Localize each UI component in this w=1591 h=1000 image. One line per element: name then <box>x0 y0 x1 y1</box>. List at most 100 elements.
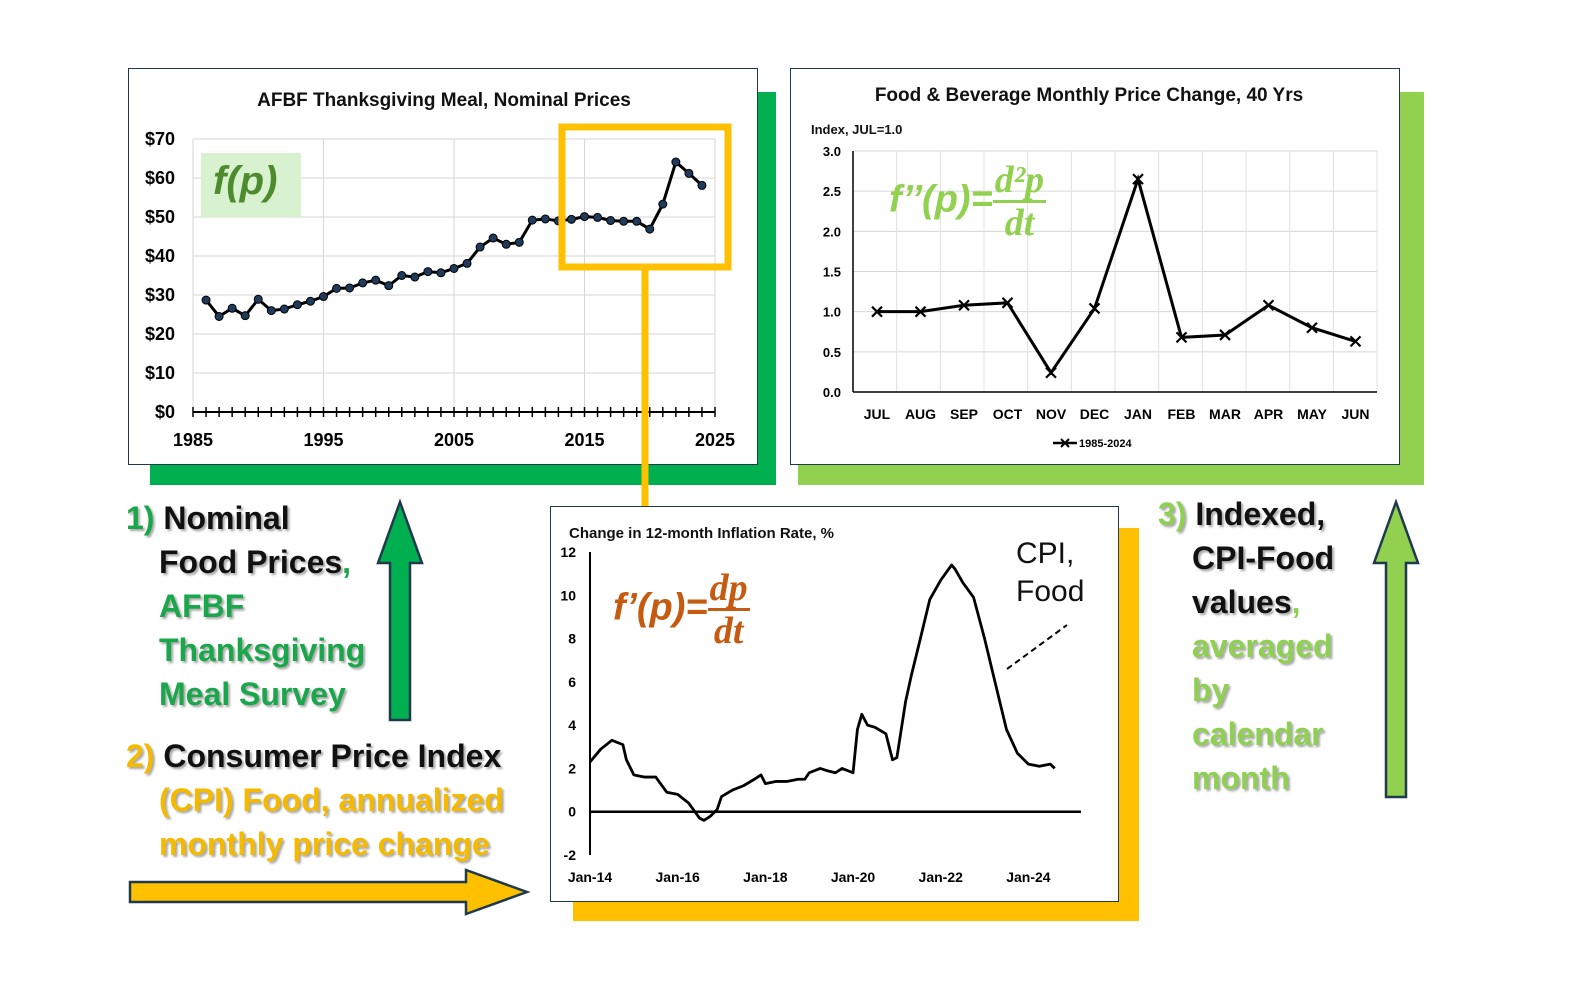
x-tick-label: Jan-22 <box>919 869 964 885</box>
label-1-sub-3: Meal Survey <box>159 676 346 712</box>
data-point <box>279 304 289 314</box>
data-point <box>684 168 694 178</box>
x-tick-label: AUG <box>905 406 936 422</box>
monthly-index-chart: Food & Beverage Monthly Price Change, 40… <box>811 85 1378 450</box>
x-tick-label: 2015 <box>564 430 604 450</box>
label-2-number: 2) <box>126 738 155 774</box>
y-tick-label: $60 <box>145 168 175 188</box>
x-tick-label: DEC <box>1080 406 1110 422</box>
legend-marker <box>1060 438 1070 448</box>
f2-formula: f’’(p)= d²p dt <box>889 159 1047 244</box>
data-point-marker <box>1088 302 1101 315</box>
x-tick-label: Jan-20 <box>831 869 876 885</box>
x-tick-label: Jan-24 <box>1006 869 1051 885</box>
label-1-number: 1) <box>126 500 155 536</box>
y-tick-label: $10 <box>145 363 175 383</box>
y-tick-label: $50 <box>145 207 175 227</box>
data-point-marker <box>1132 173 1144 185</box>
data-point <box>345 283 355 293</box>
x-tick-label: APR <box>1254 406 1284 422</box>
data-point <box>632 216 642 226</box>
data-point-marker <box>1306 321 1318 334</box>
data-point <box>671 157 681 167</box>
f1-label: f’(p)= <box>613 586 708 629</box>
afbf-chart: AFBF Thanksgiving Meal, Nominal Prices $… <box>145 90 735 450</box>
x-tick-label: NOV <box>1036 406 1067 422</box>
fp-annotation: f(p) <box>213 159 278 203</box>
series-line <box>877 173 1356 376</box>
label-3-sub-3: calendar <box>1192 716 1324 752</box>
data-point-marker <box>871 305 883 318</box>
f2-numerator: d²p <box>992 159 1047 203</box>
label-2-title: Consumer Price Index <box>163 738 502 774</box>
x-tick-label: JUL <box>864 406 891 422</box>
y-tick-label: 0 <box>568 804 576 820</box>
data-point <box>645 224 655 234</box>
data-point <box>514 237 524 247</box>
data-point <box>449 263 459 273</box>
data-point <box>253 294 263 304</box>
data-point <box>553 216 563 226</box>
x-tick-label: 2005 <box>434 430 474 450</box>
cpi-food-chart: Change in 12-month Inflation Rate, % -2 0… <box>560 525 1081 885</box>
data-point <box>697 180 707 190</box>
data-point <box>658 199 668 209</box>
y-tick-label: $40 <box>145 246 175 266</box>
x-tick-label: OCT <box>993 406 1023 422</box>
x-tick-label: MAR <box>1209 406 1241 422</box>
y-tick-label: 8 <box>568 631 576 647</box>
data-point <box>371 275 381 285</box>
data-point-marker <box>1262 299 1275 312</box>
label-3-comma: , <box>1291 584 1301 620</box>
data-point-marker <box>1219 329 1231 341</box>
legend-label: 1985-2024 <box>1079 438 1132 450</box>
label-3-title-2: CPI-Food <box>1192 540 1335 576</box>
y-tick-label: 12 <box>560 544 576 560</box>
label-1-sub-2: Thanksgiving <box>159 632 366 668</box>
data-point <box>410 272 420 282</box>
y-tick-label: 6 <box>568 674 576 690</box>
label-3-number: 3) <box>1158 496 1187 532</box>
afbf-chart-panel: AFBF Thanksgiving Meal, Nominal Prices $… <box>128 68 758 465</box>
data-point <box>227 303 237 313</box>
y-tick-label: 4 <box>568 717 576 733</box>
data-point-marker <box>1349 335 1362 348</box>
y-tick-label: 0.0 <box>823 385 841 400</box>
data-point <box>214 311 224 321</box>
x-tick-label: FEB <box>1168 406 1196 422</box>
data-point <box>397 271 407 280</box>
label-2-sub-2: monthly price change <box>159 826 490 862</box>
x-tick-label: 1995 <box>303 430 343 450</box>
data-point <box>566 214 576 224</box>
label-3-sub-4: month <box>1192 760 1290 796</box>
data-point <box>488 233 498 243</box>
data-point-marker <box>958 299 970 312</box>
data-point <box>436 268 446 278</box>
chart1-title: AFBF Thanksgiving Meal, Nominal Prices <box>257 90 631 111</box>
data-point <box>305 296 315 306</box>
data-point-marker <box>1045 366 1057 379</box>
y-tick-label: 1.0 <box>823 305 841 320</box>
data-point <box>332 283 342 293</box>
label-1-block: 1) Nominal Food Prices, AFBF Thanksgivin… <box>126 496 406 716</box>
x-tick-label: Jan-18 <box>743 869 788 885</box>
x-tick-label: 1985 <box>173 430 213 450</box>
label-3-title-3: values <box>1192 584 1292 620</box>
f1-numerator: dp <box>707 567 750 611</box>
series-label-leader <box>1006 624 1068 670</box>
label-1-sub-1: AFBF <box>159 588 245 624</box>
cpi-food-series-label: CPI, Food <box>1016 537 1085 608</box>
arrow-up-light-green-icon <box>1372 498 1420 799</box>
data-point <box>292 300 302 310</box>
f1-formula: f’(p)= dp dt <box>613 569 750 650</box>
data-point <box>475 242 485 252</box>
y-tick-label: 0.5 <box>823 345 841 360</box>
f2-denominator: dt <box>1004 202 1035 244</box>
data-point <box>462 258 472 268</box>
data-point <box>266 306 276 316</box>
label-3-sub-2: by <box>1192 672 1230 708</box>
x-tick-label: MAY <box>1297 406 1327 422</box>
fp-annotation-box <box>201 153 301 217</box>
y-tick-label: 3.0 <box>823 144 841 159</box>
data-point <box>501 239 511 249</box>
